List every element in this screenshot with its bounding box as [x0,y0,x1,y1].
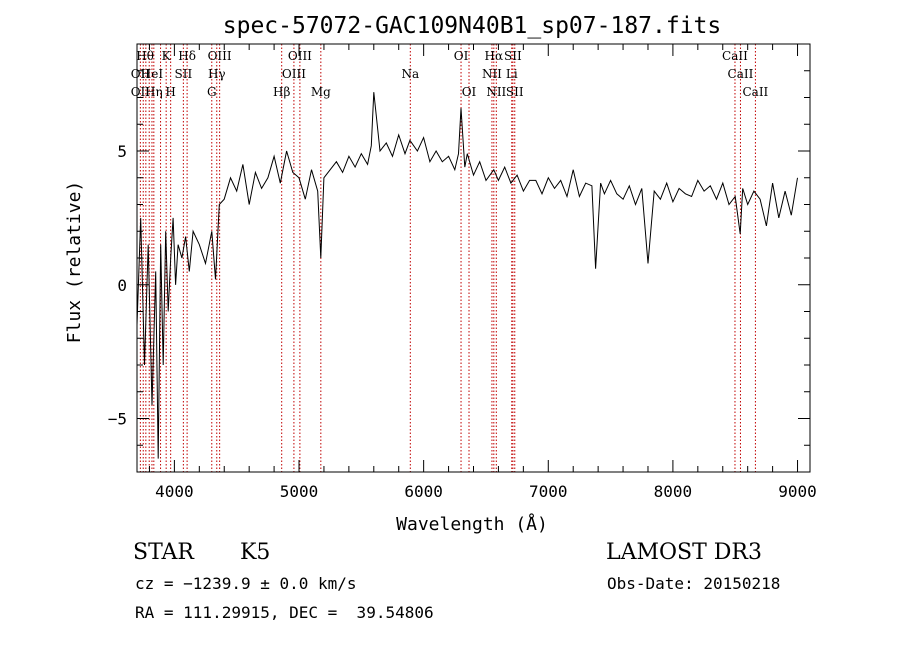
x-tick-label: 5000 [280,482,319,501]
line-label: OII [131,85,151,99]
line-label: NII [482,67,502,81]
line-label: Na [401,67,419,81]
line-label: G [207,85,217,99]
y-tick-label: 0 [117,276,127,295]
emission-line-markers [139,44,756,472]
x-axis-ticks: 4000 5000 6000 7000 8000 9000 [148,44,817,501]
x-tick-label: 8000 [654,482,693,501]
line-label: OI [454,49,469,63]
x-tick-label: 9000 [778,482,817,501]
line-label: SII [504,49,522,63]
y-axis-label: Flux (relative) [64,181,85,344]
line-label: OIII [208,49,232,63]
plot-frame [136,43,811,473]
line-label: SII [506,85,524,99]
line-label: Hβ [273,85,290,99]
x-tick-label: 6000 [404,482,443,501]
x-tick-label: 7000 [529,482,568,501]
line-label: OI [462,85,477,99]
line-label: Hδ [178,49,196,63]
y-tick-label: 5 [117,142,127,161]
line-label: OII [131,67,151,81]
x-axis-label: Wavelength (Å) [396,513,548,535]
object-subclass: K5 [240,540,271,565]
line-label: OIII [282,67,306,81]
line-label: K [162,49,172,63]
line-label: Hη [145,85,163,99]
line-label: SII [175,67,193,81]
spectrum-chart: spec-57072-GAC109N40B1_sp07-187.fits Hθ K… [64,13,817,535]
y-tick-label: −5 [108,410,127,429]
sky-coordinates: RA = 111.29915, DEC = 39.54806 [135,603,434,622]
line-label: HeI [141,67,164,81]
line-label: OIII [288,49,312,63]
line-label: CaII [728,67,754,81]
line-label: CaII [742,85,768,99]
redshift-velocity: cz = −1239.9 ± 0.0 km/s [135,574,357,593]
line-label: Mg [311,85,331,99]
y-axis-ticks: −5 0 5 [108,43,810,473]
object-class: STAR [133,540,194,565]
spectrum-line [136,92,798,459]
survey-name: LAMOST DR3 [606,540,762,565]
line-label: Li [506,67,518,81]
observation-date: Obs-Date: 20150218 [607,574,781,593]
line-label: H [165,85,175,99]
line-label: CaII [722,49,748,63]
chart-title: spec-57072-GAC109N40B1_sp07-187.fits [223,13,722,39]
line-label: Hα [485,49,504,63]
line-label: Hγ [208,67,226,81]
line-label: Hθ [136,49,154,63]
x-tick-label: 4000 [155,482,194,501]
line-label: NII [486,85,506,99]
